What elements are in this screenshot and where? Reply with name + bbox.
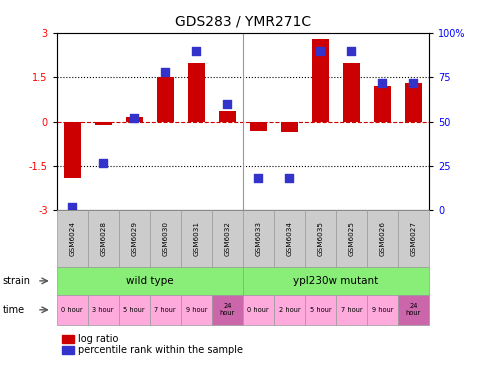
- Text: GSM6024: GSM6024: [69, 221, 75, 256]
- Point: [410, 80, 418, 86]
- Text: 0 hour: 0 hour: [62, 307, 83, 313]
- Text: GSM6029: GSM6029: [131, 221, 137, 256]
- Text: 24
hour: 24 hour: [406, 303, 421, 316]
- Bar: [374, 86, 391, 122]
- Text: 5 hour: 5 hour: [123, 307, 145, 313]
- Bar: [188, 63, 205, 122]
- Text: time: time: [2, 305, 25, 315]
- Point: [223, 101, 231, 107]
- Text: GSM6033: GSM6033: [255, 221, 261, 256]
- Point: [99, 160, 107, 165]
- Text: log ratio: log ratio: [78, 334, 118, 344]
- Text: strain: strain: [2, 276, 31, 286]
- Text: 7 hour: 7 hour: [341, 307, 362, 313]
- Text: GSM6026: GSM6026: [380, 221, 386, 256]
- Text: 9 hour: 9 hour: [185, 307, 207, 313]
- Point: [317, 48, 324, 54]
- Text: GSM6025: GSM6025: [349, 221, 354, 256]
- Text: 9 hour: 9 hour: [372, 307, 393, 313]
- Bar: [250, 122, 267, 131]
- Text: 5 hour: 5 hour: [310, 307, 331, 313]
- Text: GSM6031: GSM6031: [193, 221, 199, 256]
- Text: GSM6027: GSM6027: [410, 221, 417, 256]
- Text: GSM6034: GSM6034: [286, 221, 292, 256]
- Point: [192, 48, 200, 54]
- Text: 7 hour: 7 hour: [154, 307, 176, 313]
- Text: 3 hour: 3 hour: [93, 307, 114, 313]
- Bar: [64, 122, 81, 178]
- Text: percentile rank within the sample: percentile rank within the sample: [78, 344, 243, 355]
- Bar: [281, 122, 298, 132]
- Text: 2 hour: 2 hour: [279, 307, 300, 313]
- Text: GSM6030: GSM6030: [162, 221, 168, 256]
- Point: [254, 176, 262, 182]
- Bar: [343, 63, 360, 122]
- Bar: [157, 77, 174, 122]
- Bar: [405, 83, 422, 122]
- Text: ypl230w mutant: ypl230w mutant: [293, 276, 379, 286]
- Point: [348, 48, 355, 54]
- Point: [68, 204, 76, 210]
- Text: wild type: wild type: [126, 276, 174, 286]
- Bar: [126, 117, 143, 122]
- Point: [285, 176, 293, 182]
- Text: GSM6032: GSM6032: [224, 221, 230, 256]
- Text: GSM6035: GSM6035: [317, 221, 323, 256]
- Bar: [95, 122, 112, 125]
- Bar: [312, 39, 329, 122]
- Point: [379, 80, 387, 86]
- Point: [130, 115, 138, 121]
- Point: [161, 69, 169, 75]
- Text: 0 hour: 0 hour: [247, 307, 269, 313]
- Text: 24
hour: 24 hour: [220, 303, 235, 316]
- Text: GSM6028: GSM6028: [100, 221, 106, 256]
- Bar: [219, 111, 236, 122]
- Text: GDS283 / YMR271C: GDS283 / YMR271C: [175, 15, 311, 29]
